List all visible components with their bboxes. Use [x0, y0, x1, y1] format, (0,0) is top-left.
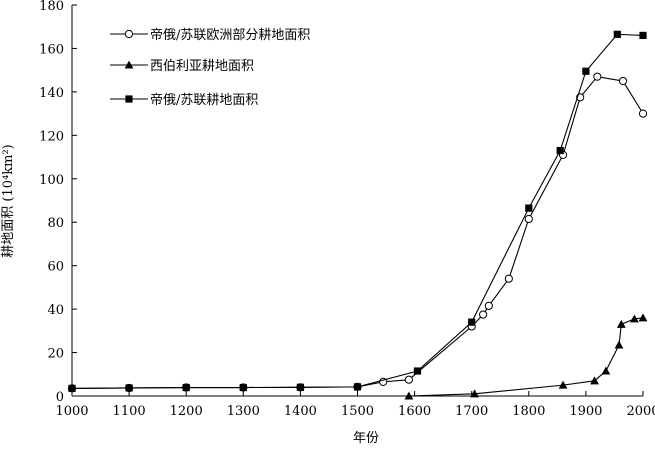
series-europe-point [524, 214, 533, 224]
x-tick-label: 1100 [113, 404, 146, 419]
legend-label: 西伯利亚耕地面积 [150, 58, 254, 74]
series-total-point [125, 384, 133, 392]
series-europe-point [593, 72, 602, 81]
legend-label: 帝俄/苏联耕地面积 [150, 92, 258, 108]
y-tick-label: 120 [39, 129, 64, 144]
legend-marker [125, 95, 133, 103]
y-tick-label: 20 [47, 347, 64, 362]
series-europe-point [638, 109, 648, 118]
series-europe-point [484, 301, 493, 310]
series-total-point [468, 318, 476, 326]
series-total-point [639, 31, 647, 40]
y-tick-label: 60 [47, 260, 64, 275]
x-tick-label: 1300 [227, 404, 260, 419]
series-total-point [182, 383, 190, 392]
x-tick-label: 1000 [55, 404, 88, 419]
legend-item: 西伯利亚耕地面积 [110, 58, 254, 74]
series-total [68, 30, 647, 392]
y-tick-label: 80 [47, 216, 64, 231]
x-tick-label: 1600 [398, 404, 431, 419]
legend-item: 帝俄/苏联耕地面积 [110, 92, 258, 108]
x-tick-label: 1800 [512, 404, 545, 419]
series-europe-point [504, 274, 513, 283]
series-siberia-point [616, 319, 626, 328]
series-total-point [582, 67, 590, 75]
series-europe-point [618, 76, 628, 86]
y-tick-label: 100 [39, 173, 64, 188]
legend-marker [124, 60, 134, 69]
series-siberia-point [404, 391, 414, 400]
x-axis-title: 年份 [353, 431, 379, 446]
series-siberia-point [590, 376, 599, 385]
y-tick-label: 180 [39, 0, 64, 14]
legend-label: 帝俄/苏联欧洲部分耕地面积 [150, 27, 310, 43]
y-tick-label: 0 [56, 390, 64, 405]
x-tick-label: 1400 [284, 404, 317, 419]
x-tick-label: 1500 [341, 404, 374, 419]
y-tick-label: 160 [39, 42, 64, 57]
series-total-point [613, 30, 621, 38]
series-europe-point [479, 310, 488, 319]
legend-item: 帝俄/苏联欧洲部分耕地面积 [110, 27, 310, 43]
series-europe-line [71, 76, 644, 389]
series-europe-point [404, 375, 413, 384]
series-siberia-point [601, 366, 611, 375]
series-siberia-line [408, 317, 644, 397]
x-tick-label: 1700 [455, 404, 488, 419]
series-siberia [404, 313, 648, 400]
series-siberia-point [614, 340, 624, 349]
series-siberia-point [630, 314, 639, 323]
series-siberia-point [558, 380, 568, 389]
y-tick-label: 140 [39, 86, 64, 101]
y-axis-title: 耕地面积 (10⁴km²) [0, 144, 16, 257]
series-total-point [296, 383, 304, 391]
x-tick-label: 1900 [569, 404, 602, 419]
series-total-point [413, 367, 422, 375]
series-siberia-point [638, 313, 648, 322]
series-group [67, 30, 648, 400]
series-total-point [68, 384, 76, 392]
series-siberia-point [470, 389, 479, 398]
series-total-point [556, 146, 564, 155]
x-tick-label: 1200 [170, 404, 203, 419]
series-total-point [239, 383, 247, 392]
series-total-point [353, 383, 362, 391]
axes: 1000 1100 1200 1300 1400 1500 1600 1700 1800 1900… [39, 0, 655, 419]
series-total-point [525, 204, 533, 212]
series-europe [67, 72, 648, 393]
series-total-line [71, 33, 644, 389]
legend-marker [124, 29, 134, 39]
y-tick-label: 40 [47, 303, 64, 318]
